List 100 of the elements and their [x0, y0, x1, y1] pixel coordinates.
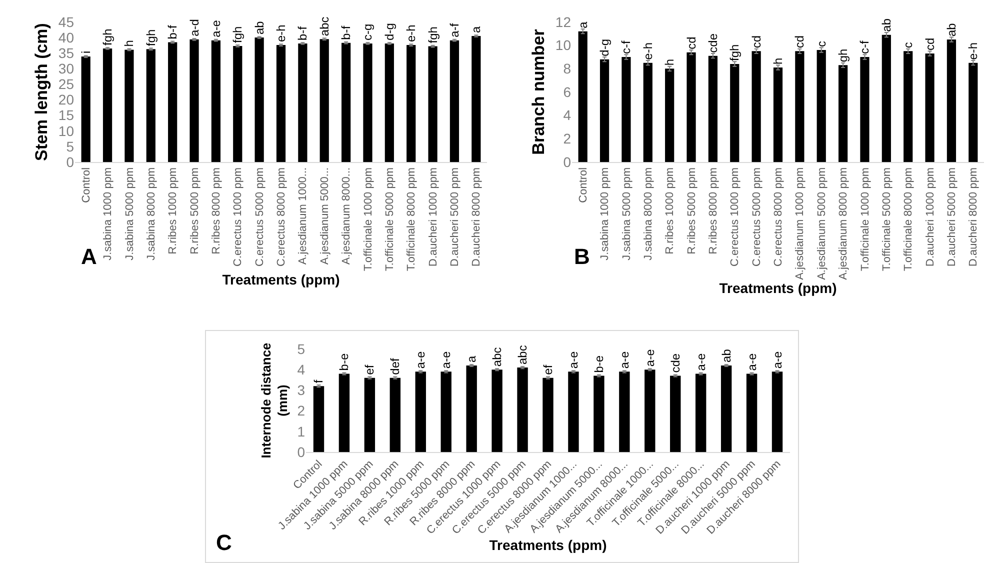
y-tick-label: 20 [58, 92, 74, 108]
bar [946, 40, 956, 162]
data-label: d-g [382, 23, 396, 40]
y-axis-title: Branch number [528, 28, 548, 155]
bar [816, 50, 826, 162]
y-tick-label: 2 [297, 402, 306, 419]
bar [838, 65, 848, 162]
data-label: ab [944, 22, 958, 36]
data-label: a-e [642, 348, 657, 367]
x-tick-label: R.ribes 5000 ppm [686, 167, 698, 254]
bar [190, 39, 199, 162]
data-label: cd [792, 35, 807, 48]
data-label: c [901, 42, 916, 48]
y-tick-label: 1 [297, 423, 306, 440]
bar [772, 372, 783, 452]
x-tick-label: R.ribes 1000 ppm [167, 167, 180, 254]
bar [124, 50, 134, 162]
bar [686, 52, 696, 162]
y-tick-label: 4 [297, 362, 306, 378]
data-label: fgh [100, 28, 115, 46]
bar [568, 372, 579, 452]
data-label: abc [516, 345, 530, 365]
bar [364, 378, 376, 452]
x-tick-label: J.sabina 1000 ppm [599, 167, 612, 260]
x-tick-label: C.erectus 5000 ppm [750, 167, 763, 266]
y-tick-label: 12 [555, 14, 572, 30]
data-label: a [464, 355, 479, 362]
x-tick-label: C.erectus 8000 ppm [276, 167, 288, 266]
bar [254, 38, 264, 162]
bar [795, 51, 804, 162]
x-tick-label: D.aucheri 5000 ppm [946, 167, 958, 266]
bar [363, 43, 372, 162]
data-label: a-e [439, 350, 454, 369]
bar [492, 370, 502, 452]
data-label: a-e [566, 350, 580, 369]
x-axis-title: Treatments (ppm) [489, 537, 607, 554]
x-tick-label: A.jesdianum 8000 ppm [838, 167, 850, 280]
data-label: ef [541, 364, 555, 375]
bar [390, 378, 401, 452]
bar [594, 376, 604, 452]
bar [670, 376, 681, 452]
data-label: e-h [404, 24, 418, 42]
data-label: c-f [858, 40, 872, 54]
x-tick-label: D.aucheri 5000 ppm [449, 167, 462, 266]
x-tick-label: A.jesdianum 1000... [297, 167, 310, 265]
x-tick-label: J.sabina 8000 ppm [642, 167, 654, 260]
bar [695, 374, 706, 452]
bar [622, 57, 631, 162]
y-tick-label: 40 [58, 29, 74, 46]
data-label: cd [684, 36, 698, 50]
data-label: cde [668, 353, 682, 373]
text: C [216, 530, 232, 555]
y-tick-label: 2 [563, 130, 572, 147]
y-tick-label: 15 [58, 107, 74, 124]
bar [384, 43, 394, 162]
bar [276, 45, 286, 162]
data-label: cd [749, 35, 764, 48]
x-tick-label: R.ribes 5000 ppm [188, 167, 201, 254]
bar [102, 48, 112, 162]
data-label: b-f [166, 24, 180, 40]
data-label: c-g [360, 24, 375, 40]
x-tick-label: J.sabina 5000 ppm [620, 167, 633, 260]
x-tick-label: C.erectus 5000 ppm [254, 167, 266, 266]
x-tick-label: D.aucheri 8000 ppm [470, 167, 483, 266]
data-label: fgh [144, 29, 158, 46]
data-label: b-f [339, 25, 354, 40]
bar [752, 51, 761, 162]
data-label: d-g [598, 38, 612, 56]
data-label: i [78, 50, 93, 54]
data-label: ab [879, 18, 894, 32]
x-axis-title: Treatments (ppm) [222, 271, 340, 288]
data-label: fgh [230, 26, 245, 43]
data-label: a-f [447, 22, 462, 38]
bar [517, 368, 528, 452]
bar [720, 365, 732, 452]
data-label: def [388, 357, 402, 375]
data-label: e-h [274, 24, 288, 42]
text: B [574, 244, 590, 269]
data-label: e-h [966, 42, 980, 60]
bar [168, 42, 178, 162]
data-label: h [662, 58, 677, 66]
x-axis-title: Treatments (ppm) [719, 280, 837, 296]
y-tick-label: 5 [297, 340, 306, 357]
data-label: a-e [744, 353, 759, 371]
data-label: c [814, 41, 828, 47]
data-label: abc [317, 16, 332, 36]
bar [406, 45, 416, 162]
bar [925, 54, 934, 162]
data-label: ab [719, 348, 734, 362]
x-tick-label: T.officinale 1000 ppm [362, 167, 374, 272]
data-label: e-h [640, 42, 655, 60]
x-tick-label: J.sabina 5000 ppm [124, 167, 136, 260]
data-label: b-f [296, 26, 310, 40]
bar [644, 370, 656, 452]
data-label: ab [252, 20, 266, 35]
x-tick-label: J.sabina 1000 ppm [102, 167, 114, 260]
x-tick-label: R.ribes 1000 ppm [664, 167, 676, 254]
x-tick-label: T.officinale 1000 ppm [859, 167, 872, 272]
bar [342, 42, 351, 162]
bar [708, 56, 718, 162]
